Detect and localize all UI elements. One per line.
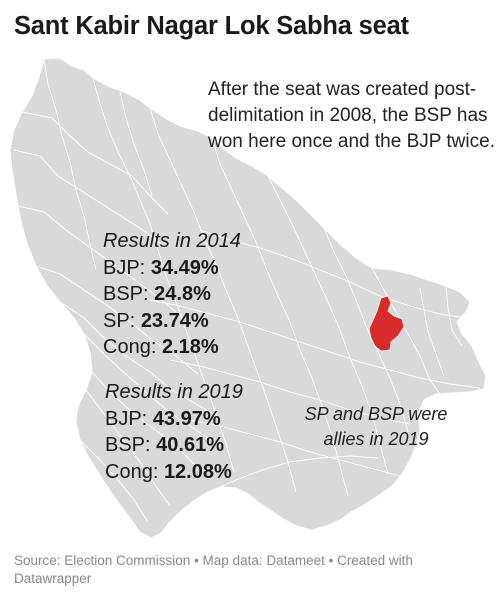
result-row: BSP: 24.8% xyxy=(103,281,241,308)
party-name: BSP: xyxy=(103,283,149,305)
result-row: Cong: 12.08% xyxy=(105,459,243,486)
sant-kabir-nagar-district xyxy=(368,295,405,352)
party-name: Cong: xyxy=(103,336,157,358)
vote-share: 34.49% xyxy=(150,256,219,279)
intro-text: After the seat was created post-delimita… xyxy=(208,79,495,152)
results-2014-block: Results in 2014 BJP: 34.49% BSP: 24.8% S… xyxy=(103,228,241,361)
result-row: Cong: 2.18% xyxy=(103,334,241,361)
party-name: Cong: xyxy=(105,460,159,483)
party-name: BJP: xyxy=(105,407,148,430)
result-row: BJP: 34.49% xyxy=(103,255,241,282)
vote-share: 24.8% xyxy=(154,283,211,305)
chart-title: Sant Kabir Nagar Lok Sabha seat xyxy=(14,12,409,40)
party-name: BJP: xyxy=(103,256,146,279)
party-name: SP: xyxy=(103,309,136,332)
vote-share: 40.61% xyxy=(156,434,224,456)
results-2019-block: Results in 2019 BJP: 43.97% BSP: 40.61% … xyxy=(105,379,243,485)
result-row: BSP: 40.61% xyxy=(105,432,243,459)
source-credit: Source: Election Commission • Map data: … xyxy=(14,553,413,586)
vote-share: 2.18% xyxy=(161,336,219,358)
results-2014-heading: Results in 2014 xyxy=(103,230,241,252)
vote-share: 12.08% xyxy=(163,460,232,483)
vote-share: 23.74% xyxy=(140,309,209,332)
party-name: BSP: xyxy=(105,434,151,456)
results-2019-heading: Results in 2019 xyxy=(105,381,243,403)
state-outline xyxy=(9,57,487,539)
result-row: SP: 23.74% xyxy=(103,308,241,335)
district-borders xyxy=(13,58,481,523)
alliance-note: SP and BSP were allies in 2019 xyxy=(304,404,448,449)
result-row: BJP: 43.97% xyxy=(105,406,243,433)
vote-share: 43.97% xyxy=(152,407,221,430)
